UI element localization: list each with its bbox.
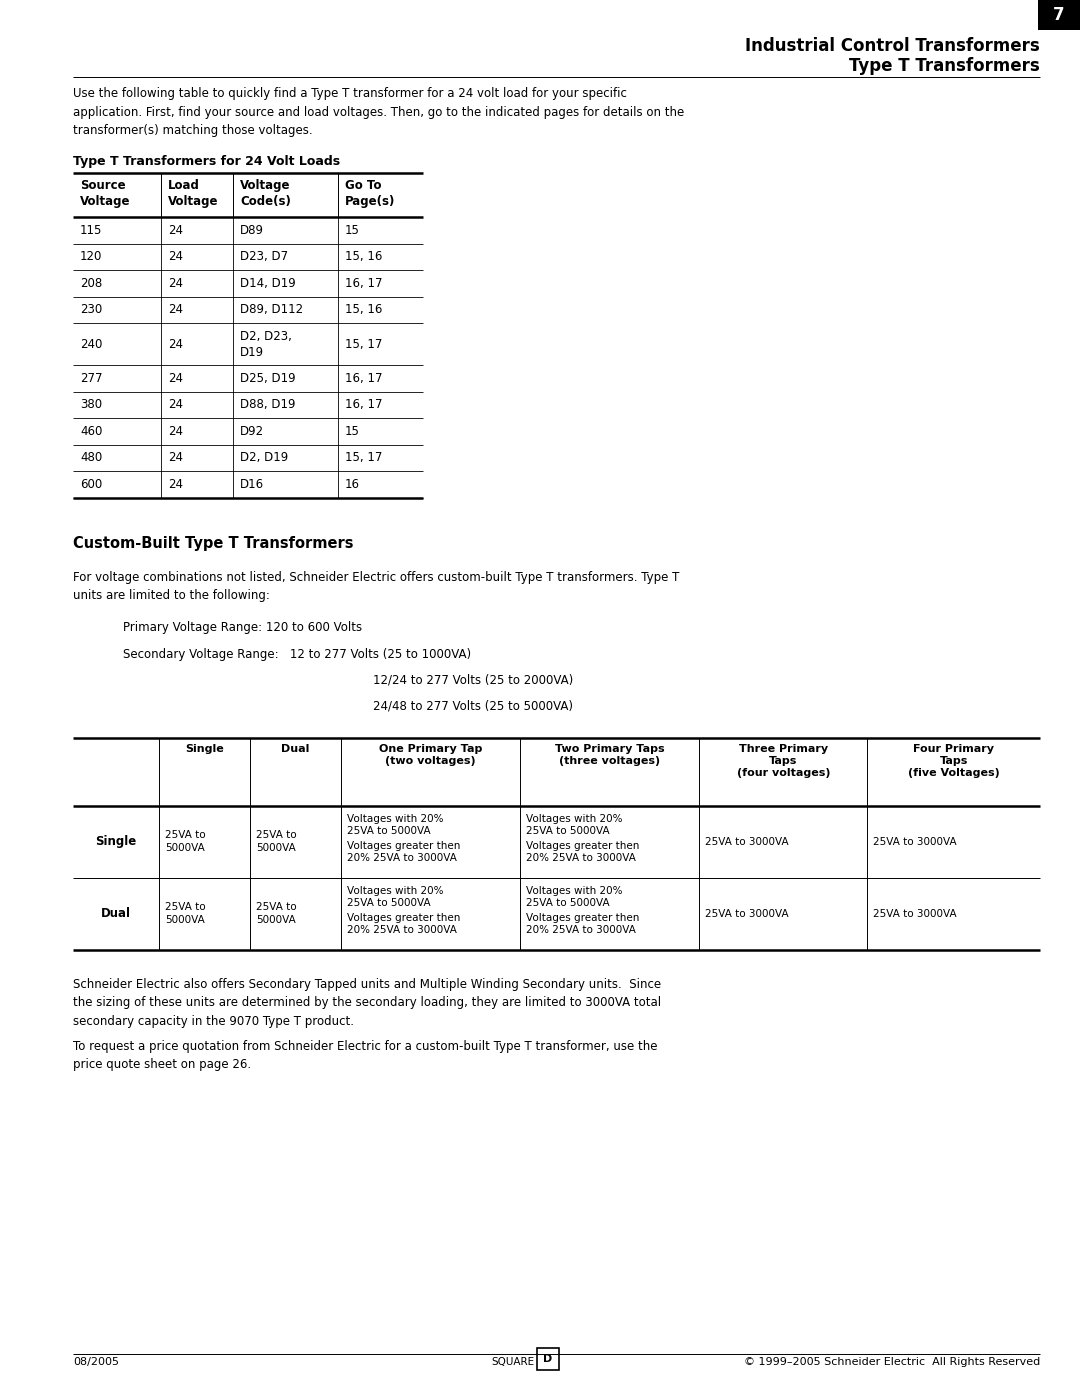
Text: Dual: Dual	[102, 907, 131, 921]
Text: 25VA to 3000VA: 25VA to 3000VA	[705, 837, 788, 847]
Text: 24: 24	[168, 224, 183, 236]
Text: D2, D19: D2, D19	[240, 451, 288, 464]
Text: Type T Transformers for 24 Volt Loads: Type T Transformers for 24 Volt Loads	[73, 155, 340, 168]
Text: 24: 24	[168, 451, 183, 464]
Text: Voltage
Code(s): Voltage Code(s)	[240, 179, 291, 208]
Text: 24: 24	[168, 372, 183, 384]
Text: D92: D92	[240, 425, 265, 437]
Text: 16, 17: 16, 17	[345, 277, 382, 289]
Text: D89: D89	[240, 224, 264, 236]
Text: D2, D23,
D19: D2, D23, D19	[240, 330, 292, 359]
Text: 115: 115	[80, 224, 103, 236]
Text: 460: 460	[80, 425, 103, 437]
Text: 25VA to
5000VA: 25VA to 5000VA	[165, 830, 206, 852]
Text: 230: 230	[80, 303, 103, 316]
Text: For voltage combinations not listed, Schneider Electric offers custom-built Type: For voltage combinations not listed, Sch…	[73, 570, 679, 602]
Text: 15, 17: 15, 17	[345, 451, 382, 464]
Text: Two Primary Taps
(three voltages): Two Primary Taps (three voltages)	[555, 743, 664, 766]
Text: Voltages with 20%
25VA to 5000VA: Voltages with 20% 25VA to 5000VA	[347, 886, 443, 908]
Text: © 1999–2005 Schneider Electric  All Rights Reserved: © 1999–2005 Schneider Electric All Right…	[744, 1356, 1040, 1368]
Text: 380: 380	[80, 398, 103, 411]
Text: Schneider Electric also offers Secondary Tapped units and Multiple Winding Secon: Schneider Electric also offers Secondary…	[73, 978, 661, 1028]
Text: Voltages greater then
20% 25VA to 3000VA: Voltages greater then 20% 25VA to 3000VA	[347, 912, 460, 935]
Text: 600: 600	[80, 478, 103, 490]
Text: D: D	[543, 1354, 553, 1363]
Text: 15, 16: 15, 16	[345, 250, 382, 263]
Text: 24: 24	[168, 338, 183, 351]
Text: Voltages greater then
20% 25VA to 3000VA: Voltages greater then 20% 25VA to 3000VA	[347, 841, 460, 863]
Bar	[1038, 0, 1080, 29]
Text: 12/24 to 277 Volts (25 to 2000VA): 12/24 to 277 Volts (25 to 2000VA)	[373, 673, 573, 686]
Text: Source
Voltage: Source Voltage	[80, 179, 131, 208]
Text: Type T Transformers: Type T Transformers	[849, 57, 1040, 75]
Text: 240: 240	[80, 338, 103, 351]
Text: SQUARE: SQUARE	[491, 1356, 535, 1368]
Text: Go To
Page(s): Go To Page(s)	[345, 179, 395, 208]
Text: Voltages greater then
20% 25VA to 3000VA: Voltages greater then 20% 25VA to 3000VA	[526, 912, 639, 935]
Text: 15: 15	[345, 425, 360, 437]
Text: 16, 17: 16, 17	[345, 398, 382, 411]
Text: One Primary Tap
(two voltages): One Primary Tap (two voltages)	[379, 743, 482, 766]
Text: To request a price quotation from Schneider Electric for a custom-built Type T t: To request a price quotation from Schnei…	[73, 1039, 658, 1071]
Text: Load
Voltage: Load Voltage	[168, 179, 218, 208]
Text: 208: 208	[80, 277, 103, 289]
Text: 25VA to
5000VA: 25VA to 5000VA	[165, 902, 206, 925]
Text: Primary Voltage Range: 120 to 600 Volts: Primary Voltage Range: 120 to 600 Volts	[123, 620, 362, 633]
Text: Voltages with 20%
25VA to 5000VA: Voltages with 20% 25VA to 5000VA	[526, 813, 622, 835]
Text: 24: 24	[168, 425, 183, 437]
Text: D14, D19: D14, D19	[240, 277, 296, 289]
Text: Use the following table to quickly find a Type T transformer for a 24 volt load : Use the following table to quickly find …	[73, 87, 685, 137]
Text: Secondary Voltage Range:   12 to 277 Volts (25 to 1000VA): Secondary Voltage Range: 12 to 277 Volts…	[123, 647, 471, 661]
Text: Dual: Dual	[281, 743, 310, 753]
Text: 25VA to 3000VA: 25VA to 3000VA	[874, 908, 957, 918]
Text: 7: 7	[1053, 6, 1065, 24]
Text: 16: 16	[345, 478, 360, 490]
Text: 24: 24	[168, 277, 183, 289]
Text: 25VA to
5000VA: 25VA to 5000VA	[256, 902, 297, 925]
Text: Four Primary
Taps
(five Voltages): Four Primary Taps (five Voltages)	[908, 743, 1000, 778]
Text: D88, D19: D88, D19	[240, 398, 296, 411]
Text: Industrial Control Transformers: Industrial Control Transformers	[745, 36, 1040, 54]
Text: Three Primary
Taps
(four voltages): Three Primary Taps (four voltages)	[737, 743, 831, 778]
Text: 277: 277	[80, 372, 103, 384]
Text: 16, 17: 16, 17	[345, 372, 382, 384]
Text: 15: 15	[345, 224, 360, 236]
Text: 25VA to
5000VA: 25VA to 5000VA	[256, 830, 297, 852]
Text: Single: Single	[186, 743, 224, 753]
Text: 24: 24	[168, 303, 183, 316]
Text: D25, D19: D25, D19	[240, 372, 296, 384]
Text: D89, D112: D89, D112	[240, 303, 303, 316]
Text: D23, D7: D23, D7	[240, 250, 288, 263]
Text: Voltages with 20%
25VA to 5000VA: Voltages with 20% 25VA to 5000VA	[526, 886, 622, 908]
Text: 24: 24	[168, 478, 183, 490]
Text: Voltages greater then
20% 25VA to 3000VA: Voltages greater then 20% 25VA to 3000VA	[526, 841, 639, 863]
Text: 480: 480	[80, 451, 103, 464]
Text: 15, 16: 15, 16	[345, 303, 382, 316]
Text: 24: 24	[168, 398, 183, 411]
Text: Voltages with 20%
25VA to 5000VA: Voltages with 20% 25VA to 5000VA	[347, 813, 443, 835]
Text: Custom-Built Type T Transformers: Custom-Built Type T Transformers	[73, 535, 353, 550]
Text: 24: 24	[168, 250, 183, 263]
Text: 24/48 to 277 Volts (25 to 5000VA): 24/48 to 277 Volts (25 to 5000VA)	[373, 700, 573, 712]
Text: 25VA to 3000VA: 25VA to 3000VA	[874, 837, 957, 847]
Text: 08/2005: 08/2005	[73, 1356, 119, 1368]
Text: Single: Single	[95, 835, 137, 848]
Text: 120: 120	[80, 250, 103, 263]
Text: 25VA to 3000VA: 25VA to 3000VA	[705, 908, 788, 918]
Text: D16: D16	[240, 478, 265, 490]
Text: 15, 17: 15, 17	[345, 338, 382, 351]
Bar	[537, 1348, 559, 1370]
